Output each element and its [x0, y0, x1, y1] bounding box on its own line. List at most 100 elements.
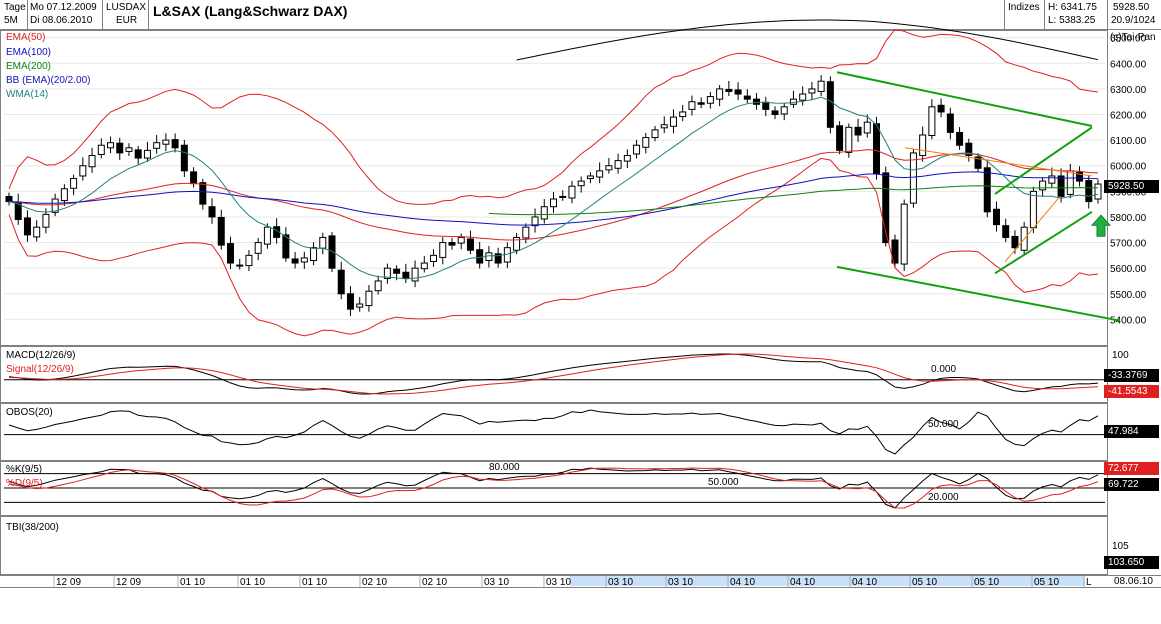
candle-up [633, 144, 641, 155]
header-divider [102, 0, 103, 29]
stoch-50-label: 50.000 [708, 477, 739, 488]
y-tick-label: 6200.00 [1110, 111, 1147, 122]
y-tick-label: 5500.00 [1110, 290, 1147, 301]
tbi-panel [516, 19, 1099, 61]
obos-value-box: 47.984 [1104, 425, 1159, 438]
candle-down [282, 234, 290, 259]
candle-up [1039, 180, 1047, 191]
candle-up [688, 101, 696, 110]
candle-up [531, 216, 539, 227]
y-tick-label: 5600.00 [1110, 264, 1147, 275]
candle-down [956, 131, 964, 146]
category-label[interactable]: Indizes [1008, 2, 1040, 13]
candle-down [217, 216, 225, 246]
x-tick-label: 01 10 [180, 577, 205, 588]
tbi-value-box: 103.650 [1104, 556, 1159, 569]
candle-down [946, 113, 954, 133]
candle-up [153, 142, 161, 149]
x-tick-label: 01 10 [302, 577, 327, 588]
candle-up [605, 165, 613, 171]
header-divider [1107, 0, 1108, 29]
obos-mid-label: 50.000 [928, 419, 959, 430]
time-axis: 12 09 12 09 01 10 01 10 01 10 02 10 02 10 03 10… [0, 575, 1161, 588]
y-tick-label: 6100.00 [1110, 136, 1147, 147]
high-value: H: 6341.75 [1048, 2, 1097, 13]
x-tick-label: 02 10 [362, 577, 387, 588]
footer-date: 08.06.10 [1114, 576, 1153, 587]
panel-frame [0, 516, 1108, 575]
y-tick-label: 5700.00 [1110, 239, 1147, 250]
low-value: L: 5383.25 [1048, 15, 1096, 26]
candle-down [23, 217, 31, 236]
candle-up [263, 226, 271, 245]
candle-down [402, 271, 410, 279]
candle-down [992, 208, 1000, 226]
stoch-80-label: 80.000 [489, 462, 520, 473]
rising-channel-upper-line [994, 126, 1093, 195]
candle-up [457, 236, 465, 244]
macd-axis-tick: 100 [1112, 350, 1129, 361]
period-label[interactable]: Tage [4, 2, 26, 13]
candle-up [420, 262, 428, 270]
y-tick-label: 6000.00 [1110, 162, 1147, 173]
candle-up [919, 134, 927, 156]
k-title: %K(9/5) [6, 464, 43, 475]
candle-down [116, 142, 124, 154]
candle-down [5, 195, 13, 203]
wma14-line [8, 96, 1099, 280]
candle-up [79, 165, 87, 177]
channel-upper-line [836, 71, 1093, 128]
candle-up [485, 252, 493, 261]
candle-up [550, 198, 557, 208]
candle-up [799, 93, 807, 101]
y-tick-label: 5800.00 [1110, 213, 1147, 224]
d-value-box: 69.722 [1104, 478, 1159, 491]
candle-up [411, 267, 419, 282]
candle-up [1094, 183, 1102, 200]
timeframe-label[interactable]: 5M [4, 15, 18, 26]
candle-up [143, 149, 151, 159]
orange-support-line [1004, 196, 1061, 263]
candle-down [937, 104, 945, 113]
currency-label: EUR [116, 15, 138, 26]
candle-down [965, 142, 973, 156]
timeline-highlight [570, 576, 1085, 586]
symbol-label[interactable]: LUSDAX [106, 2, 147, 13]
legend-wma14: WMA(14) [6, 89, 49, 100]
macd-line [8, 353, 1099, 395]
candle-up [310, 247, 318, 261]
x-tick-label: 05 10 [1034, 577, 1059, 588]
d-title: %D(9/5) [6, 478, 43, 489]
candle-up [97, 144, 105, 155]
x-tick-label: 02 10 [422, 577, 447, 588]
candle-up [374, 280, 382, 292]
x-tick-label: 12 09 [116, 577, 141, 588]
candle-up [439, 242, 447, 258]
candle-up [365, 290, 373, 307]
x-tick-label: 04 10 [790, 577, 815, 588]
obos-title: OBOS(20) [6, 407, 53, 418]
candle-up [356, 303, 364, 308]
candle-up [808, 88, 816, 94]
range-info: 20.9/1024 [1111, 15, 1156, 26]
candle-up [522, 226, 530, 239]
candle-down [753, 98, 761, 105]
candle-up [70, 178, 78, 189]
stoch-panel [4, 467, 1105, 509]
candle-up [559, 195, 567, 198]
candle-up [540, 206, 548, 220]
candle-down [771, 110, 779, 116]
candle-down [873, 123, 881, 174]
candle-down [891, 239, 899, 264]
candle-down [826, 81, 834, 128]
k-value-box: 72.677 [1104, 462, 1159, 475]
macd-zero-label: 0.000 [931, 364, 957, 375]
candle-up [42, 213, 50, 228]
ema100-line [8, 171, 1099, 226]
candle-up [716, 88, 724, 100]
candle-down [1057, 175, 1065, 197]
candle-up [577, 180, 585, 187]
obos-line [8, 409, 1099, 455]
panel-frame [0, 403, 1108, 461]
